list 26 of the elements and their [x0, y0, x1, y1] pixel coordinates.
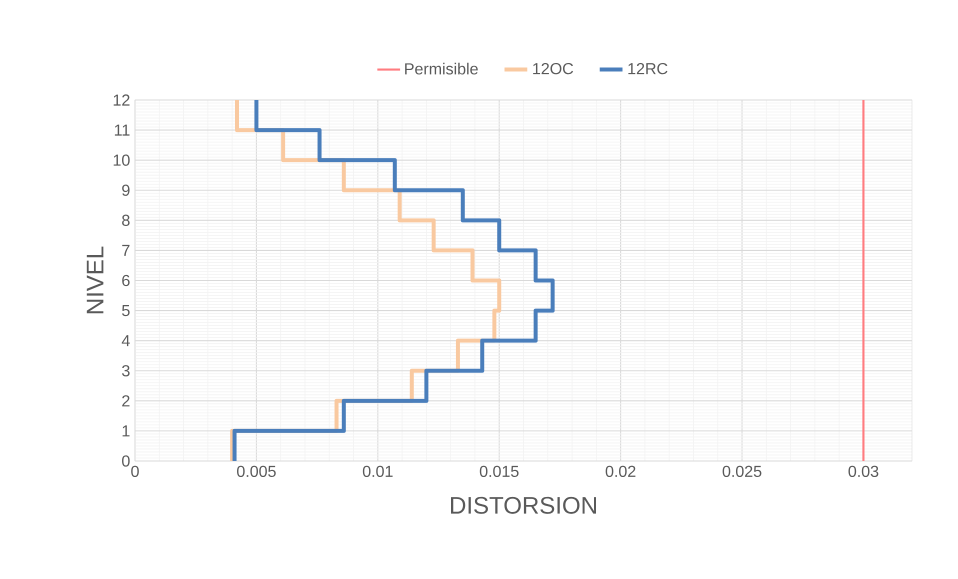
y-tick-label: 4 [122, 335, 130, 346]
y-tick-label: 12 [114, 94, 130, 106]
y-axis-title: NIVEL [86, 246, 104, 314]
y-tick-label: 2 [122, 395, 130, 406]
legend-label: 12OC [533, 62, 574, 74]
y-tick-label: 3 [122, 365, 130, 376]
x-tick-label: 0.01 [362, 466, 393, 478]
x-tick-label: 0.02 [606, 466, 636, 478]
x-tick-label: 0.015 [480, 466, 519, 478]
line-series [232, 100, 555, 461]
x-tick-label: 0.005 [237, 466, 276, 478]
y-tick-label: 5 [122, 305, 130, 316]
x-tick-label: 0 [131, 466, 139, 478]
y-tick-label: 11 [114, 124, 130, 136]
y-tick-label: 7 [122, 244, 130, 256]
x-tick-label: 0.025 [722, 466, 762, 478]
legend-label: 12RC [628, 62, 668, 74]
y-tick-label: 0 [122, 455, 130, 467]
x-tick-label: 0.03 [848, 466, 878, 478]
y-tick-label: 10 [114, 154, 130, 166]
y-tick-label: 9 [122, 184, 130, 196]
y-tick-label: 1 [122, 425, 130, 436]
legend-label: Permisible [405, 62, 478, 74]
x-axis-title: DISTORSION [451, 496, 596, 514]
y-tick-label: 8 [122, 214, 130, 226]
y-tick-label: 6 [122, 274, 130, 286]
